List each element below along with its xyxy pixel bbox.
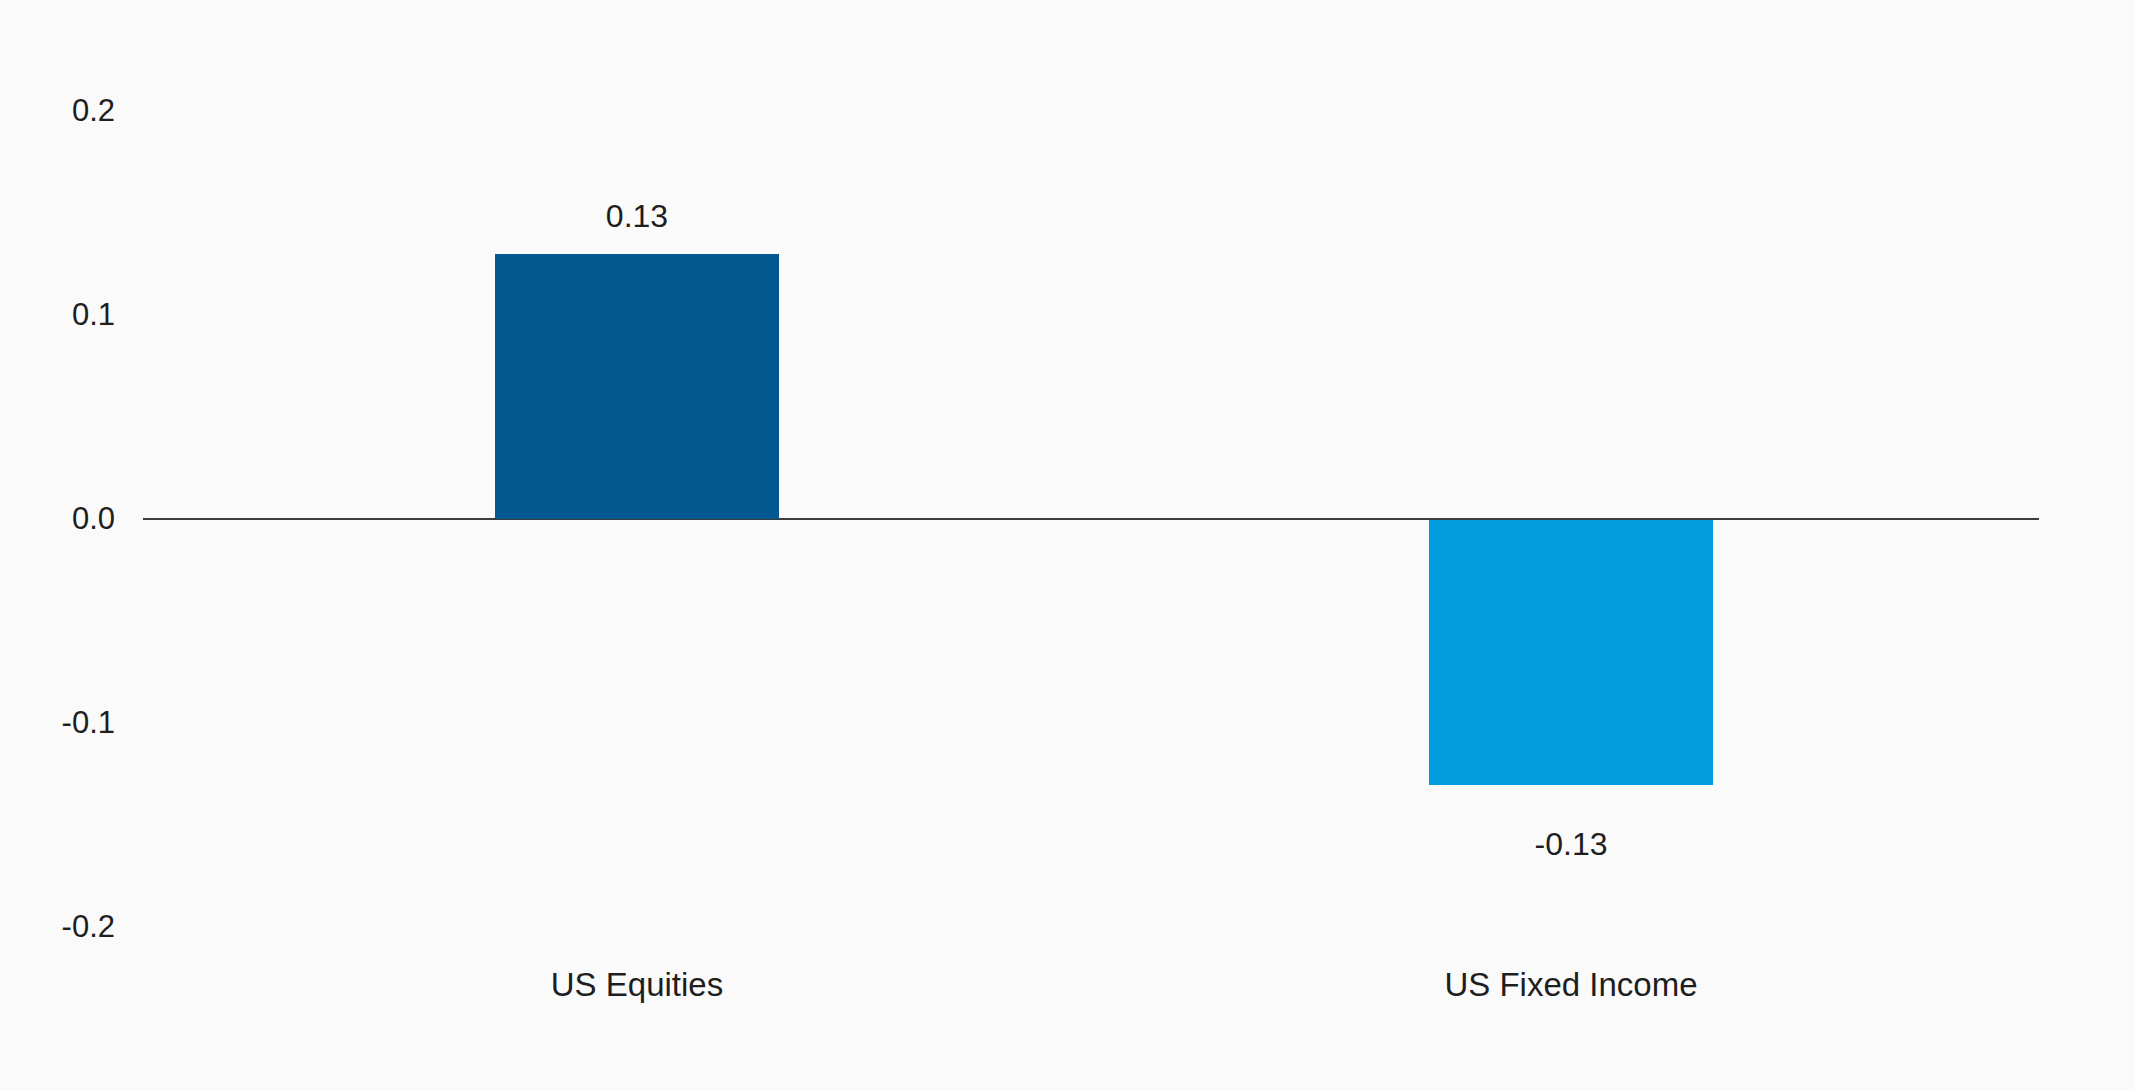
y-tick-label-0-1: 0.1 <box>0 297 115 333</box>
x-category-label-us-fixed-income: US Fixed Income <box>1371 963 1771 1007</box>
zero-axis-line <box>143 518 2039 520</box>
y-tick-label-0-0: 0.0 <box>0 501 115 537</box>
bar-us-fixed-income <box>1429 520 1713 785</box>
y-tick-label--0-1: -0.1 <box>0 705 115 741</box>
bar-chart: 0.2 0.1 0.0 -0.1 -0.2 0.13 -0.13 US Equities U… <box>0 0 2135 1091</box>
y-tick-label--0-2: -0.2 <box>0 909 115 945</box>
bar-value-label-us-fixed-income: -0.13 <box>1421 825 1721 863</box>
x-category-label-us-equities: US Equities <box>437 963 837 1007</box>
bar-value-label-us-equities: 0.13 <box>487 197 787 235</box>
bar-us-equities <box>495 254 779 519</box>
y-tick-label-0-2: 0.2 <box>0 93 115 129</box>
